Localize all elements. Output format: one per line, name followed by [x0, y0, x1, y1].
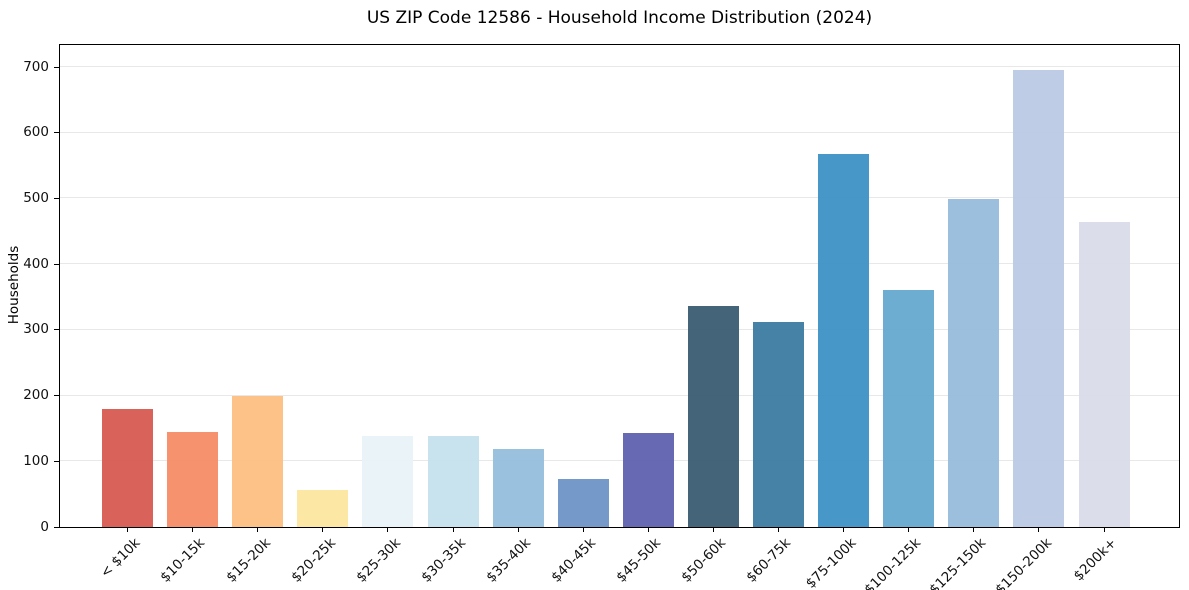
- x-tick-mark: [192, 527, 194, 532]
- x-tick-mark: [647, 527, 649, 532]
- bar: [818, 153, 870, 527]
- bar: [362, 435, 414, 527]
- bar: [167, 432, 219, 527]
- bar: [1078, 222, 1130, 527]
- x-tick-mark: [1103, 527, 1105, 532]
- gridline: [60, 328, 1179, 330]
- x-tick-mark: [843, 527, 845, 532]
- x-tick-label-text: $45-50k: [613, 535, 665, 586]
- x-tick-mark: [908, 527, 910, 532]
- x-tick-label-text: $60-75k: [743, 535, 795, 586]
- y-tick-mark: [53, 197, 59, 199]
- chart-title: US ZIP Code 12586 - Household Income Dis…: [366, 8, 873, 28]
- x-tick-mark: [127, 527, 128, 532]
- gridline: [60, 131, 1179, 133]
- y-tick-label: 400: [23, 255, 49, 272]
- y-tick-mark: [53, 132, 59, 134]
- x-tick-mark: [452, 527, 454, 532]
- bar: [687, 305, 739, 527]
- bar: [427, 436, 479, 527]
- gridline: [60, 66, 1179, 68]
- x-tick-mark: [517, 527, 519, 532]
- bar: [102, 409, 153, 527]
- x-tick-mark: [257, 527, 259, 532]
- x-tick-labels: < $10k $10-15k $15-20k $20-25k $25-30k $30-35…: [0, 533, 1189, 590]
- y-tick-label: 200: [23, 387, 49, 404]
- y-tick-mark: [53, 395, 59, 397]
- gridline: [60, 197, 1179, 199]
- y-tick-label: 700: [23, 58, 49, 75]
- bar: [1013, 69, 1065, 527]
- x-tick-label-text: $35-40k: [483, 535, 534, 586]
- bar: [622, 433, 674, 527]
- bar: [297, 489, 349, 527]
- bar: [883, 290, 935, 527]
- x-tick-label-text: $15-20k: [222, 535, 274, 586]
- x-tick-label-text: $125-150k: [926, 535, 990, 590]
- gridline: [60, 460, 1179, 462]
- y-tick-label: 500: [23, 189, 49, 206]
- x-tick-mark: [712, 527, 714, 532]
- gridline: [60, 263, 1179, 265]
- plot-area: [53, 44, 1180, 532]
- gridline: [60, 394, 1179, 396]
- x-tick-mark: [582, 527, 584, 532]
- bar: [232, 395, 284, 527]
- x-tick-label-text: $200k+: [1070, 535, 1120, 585]
- x-tick-label-text: $100-125k: [861, 535, 925, 590]
- bar: [492, 448, 544, 527]
- x-tick-mark: [1038, 527, 1040, 532]
- x-tick-label-text: $75-100k: [802, 535, 860, 590]
- x-tick-label-text: $40-45k: [548, 535, 600, 586]
- y-tick-label: 100: [23, 452, 49, 469]
- y-tick-mark: [53, 66, 59, 68]
- x-tick-label-text: < $10k: [97, 535, 144, 582]
- bar: [753, 321, 804, 527]
- y-tick-mark: [53, 329, 59, 331]
- x-tick-label-text: $20-25k: [287, 535, 339, 586]
- y-tick-label: 300: [23, 321, 49, 338]
- y-tick-label: 0: [40, 518, 49, 535]
- y-tick-mark: [53, 526, 59, 528]
- x-tick-label-text: $25-30k: [353, 535, 404, 586]
- bar: [948, 199, 1000, 527]
- y-tick-labels: 0 100 200 300 400 500 600 700: [0, 44, 49, 534]
- x-tick-mark: [973, 527, 975, 532]
- y-tick-mark: [53, 460, 59, 462]
- y-tick-mark: [53, 263, 59, 265]
- x-tick-mark: [387, 527, 389, 532]
- y-tick-label: 600: [23, 124, 49, 141]
- x-tick-label-text: $30-35k: [418, 535, 469, 586]
- x-tick-label-text: $10-15k: [157, 535, 209, 586]
- x-tick-mark: [778, 527, 779, 532]
- x-tick-label-text: $50-60k: [678, 535, 730, 586]
- x-tick-mark: [322, 527, 324, 532]
- x-tick-label-text: $150-200k: [991, 535, 1055, 590]
- bar: [557, 479, 609, 527]
